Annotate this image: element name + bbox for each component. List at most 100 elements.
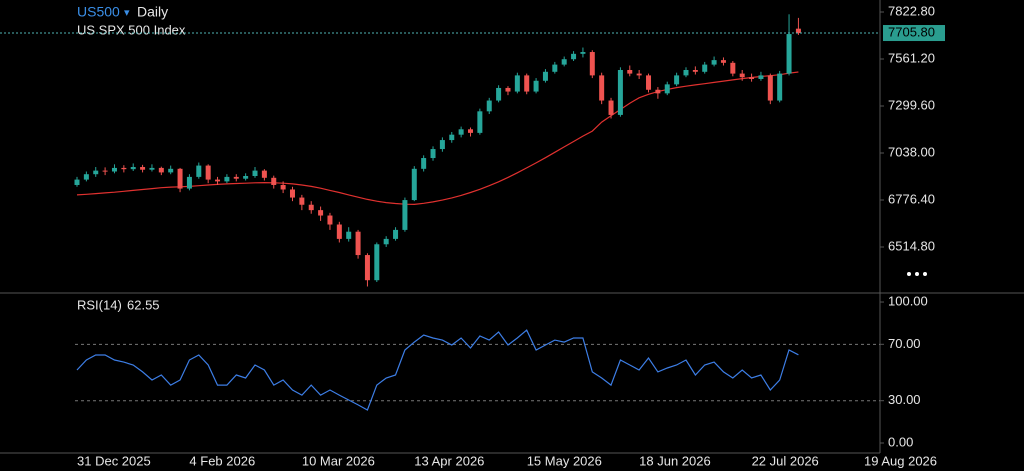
candle-body — [205, 165, 211, 180]
candle-body — [393, 229, 399, 239]
candle-body — [383, 238, 389, 245]
candle-body — [505, 87, 511, 92]
candle-body — [140, 167, 146, 170]
candle-body — [552, 64, 558, 72]
candle-body — [336, 224, 342, 239]
dot — [915, 272, 919, 276]
candle-body — [158, 167, 164, 173]
candle-body — [786, 34, 792, 74]
x-tick-label: 4 Feb 2026 — [189, 453, 255, 468]
y-tick-label: 7822.80 — [888, 3, 935, 18]
candle-body — [542, 71, 548, 81]
candle-body — [74, 179, 80, 185]
candle-body — [83, 174, 89, 180]
candle-body — [458, 129, 464, 135]
candle-body — [196, 165, 202, 177]
y-tick-label: 30.00 — [888, 392, 921, 407]
dot — [907, 272, 911, 276]
candle-body — [514, 75, 520, 92]
candle-body — [561, 59, 567, 65]
y-tick-label: 70.00 — [888, 336, 921, 351]
instrument-name: US SPX 500 Index — [77, 22, 186, 37]
price-label: 7705.80 — [888, 24, 935, 39]
candle-body — [599, 75, 605, 101]
candle-body — [692, 69, 698, 72]
candle-body — [524, 75, 530, 92]
price-label-box — [883, 25, 945, 42]
candle-body — [711, 60, 717, 65]
x-tick-label: 15 May 2026 — [527, 453, 602, 468]
candle-body — [280, 184, 286, 190]
candle-body — [477, 111, 483, 133]
candle-body — [318, 210, 324, 216]
candle-body — [168, 168, 174, 173]
y-tick-label: 7038.00 — [888, 144, 935, 159]
candle-body — [430, 149, 436, 159]
candle-body — [486, 100, 492, 112]
candle-body — [571, 53, 577, 60]
rsi-value: 62.55 — [127, 297, 160, 312]
x-tick-label: 13 Apr 2026 — [414, 453, 484, 468]
candle-body — [533, 80, 539, 92]
symbol-dropdown[interactable]: ▾ — [124, 7, 130, 19]
candle-body — [767, 75, 773, 101]
interval[interactable]: Daily — [137, 4, 168, 20]
candle-body — [720, 60, 726, 63]
candle-body — [758, 75, 764, 79]
y-tick-label: 6776.40 — [888, 191, 935, 206]
candle-body — [636, 73, 642, 76]
candle-body — [177, 168, 183, 189]
candle-body — [795, 28, 801, 34]
candle-body — [327, 215, 333, 225]
candle-body — [355, 231, 361, 256]
x-tick-label: 31 Dec 2025 — [77, 453, 151, 468]
candle-body — [683, 69, 689, 76]
candle-body — [608, 100, 614, 115]
dot — [923, 272, 927, 276]
candle-body — [111, 167, 117, 172]
y-tick-label: 7561.20 — [888, 50, 935, 65]
candle-body — [777, 73, 783, 101]
x-tick-label: 19 Aug 2026 — [864, 453, 937, 468]
x-tick-label: 18 Jun 2026 — [639, 453, 711, 468]
candle-body — [93, 170, 99, 175]
y-tick-label: 100.00 — [888, 293, 928, 308]
candle-body — [589, 52, 595, 76]
candle-body — [468, 129, 473, 133]
candle-body — [261, 170, 267, 178]
x-tick-label: 10 Mar 2026 — [302, 453, 375, 468]
candle-body — [186, 176, 192, 189]
candle-body — [664, 84, 670, 94]
more-menu[interactable] — [907, 272, 927, 276]
candle-body — [439, 140, 445, 150]
rsi-line — [76, 329, 799, 411]
candle-body — [739, 73, 745, 78]
candle-body — [215, 179, 221, 182]
candle-body — [308, 204, 314, 211]
candle-body — [374, 244, 380, 281]
candle-body — [449, 134, 455, 141]
candle-body — [730, 62, 736, 74]
candle-body — [130, 167, 136, 170]
y-tick-label: 0.00 — [888, 434, 913, 449]
candle-body — [655, 89, 661, 94]
candle-body — [149, 167, 155, 170]
candle-body — [364, 255, 370, 281]
candle-body — [496, 87, 502, 101]
y-tick-label: 6514.80 — [888, 238, 935, 253]
candle-body — [224, 176, 230, 182]
candle-body — [299, 197, 305, 205]
candle-body — [749, 77, 755, 79]
rsi-title: RSI(14) — [77, 297, 122, 312]
x-tick-label: 22 Jul 2026 — [752, 453, 819, 468]
candle-body — [421, 158, 427, 169]
candle-body — [289, 189, 295, 198]
candle-body — [646, 75, 652, 90]
symbol[interactable]: US500 — [77, 4, 120, 20]
candle-body — [617, 69, 623, 115]
candle-body — [702, 64, 708, 72]
candle-body — [346, 231, 352, 239]
candle-body — [121, 167, 127, 170]
candle-body — [233, 176, 239, 179]
